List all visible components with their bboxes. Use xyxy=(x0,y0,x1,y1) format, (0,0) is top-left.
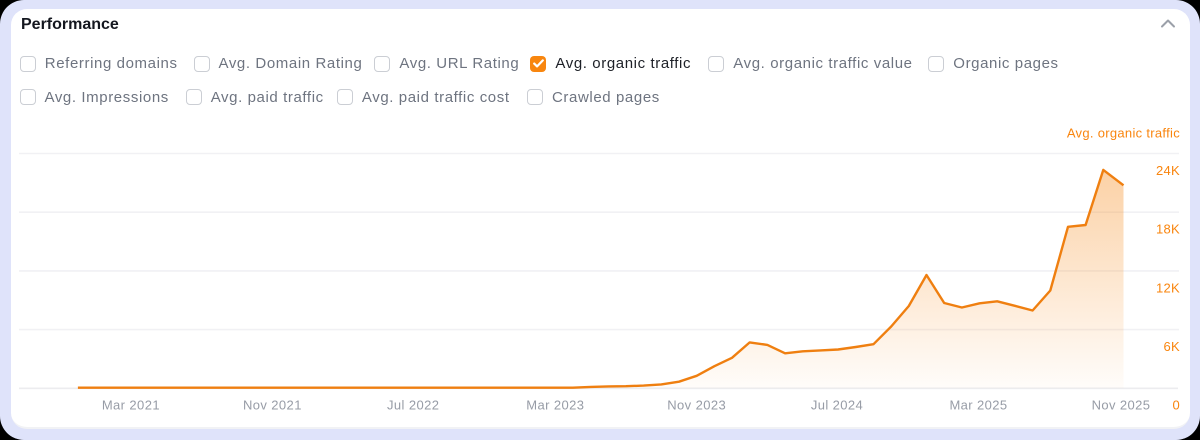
svg-text:Avg. organic traffic: Avg. organic traffic xyxy=(1067,126,1180,141)
svg-text:18K: 18K xyxy=(1156,222,1180,237)
svg-text:Nov 2023: Nov 2023 xyxy=(667,398,726,413)
svg-text:Mar 2025: Mar 2025 xyxy=(949,398,1007,413)
svg-text:6K: 6K xyxy=(1163,339,1180,354)
svg-text:12K: 12K xyxy=(1156,280,1180,295)
svg-text:Nov 2021: Nov 2021 xyxy=(243,398,302,413)
svg-text:Mar 2021: Mar 2021 xyxy=(102,398,160,413)
svg-text:Jul 2022: Jul 2022 xyxy=(387,398,439,413)
svg-text:Nov 2025: Nov 2025 xyxy=(1092,398,1151,413)
svg-text:Mar 2023: Mar 2023 xyxy=(526,398,584,413)
svg-text:0: 0 xyxy=(1172,398,1180,413)
svg-text:24K: 24K xyxy=(1156,163,1180,178)
svg-text:Jul 2024: Jul 2024 xyxy=(811,398,863,413)
